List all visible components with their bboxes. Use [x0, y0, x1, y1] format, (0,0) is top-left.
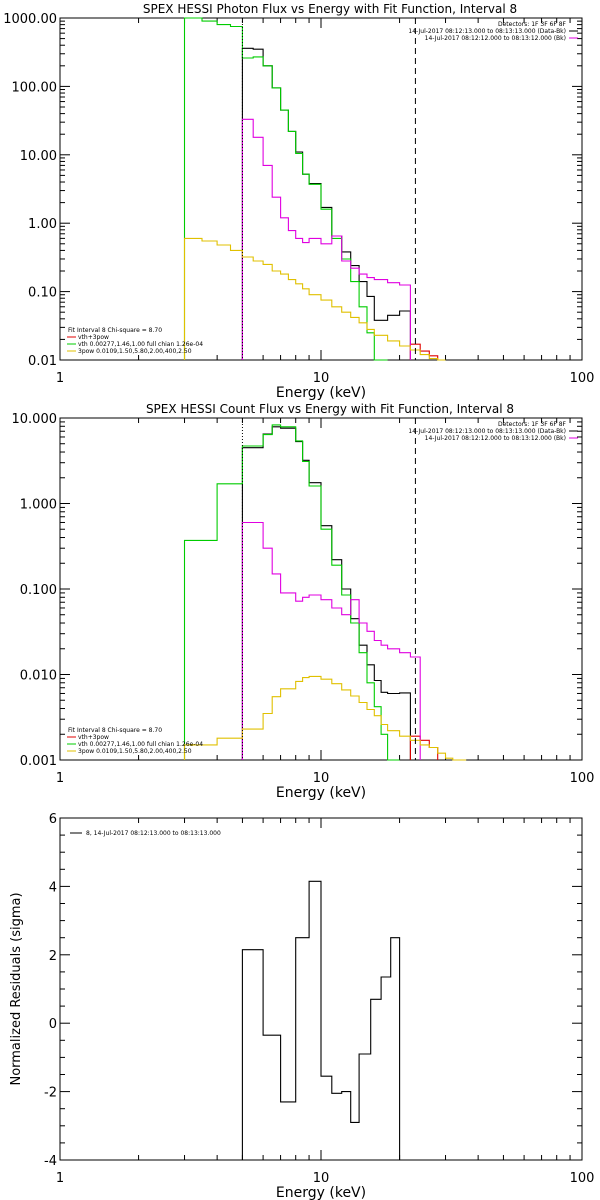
legend-entry: 14-Jul-2017 08:12:12.000 to 08:13:12.000…	[425, 435, 566, 442]
x-tick-label: 10	[313, 771, 330, 786]
y-tick-label: 10.00	[20, 149, 57, 164]
x-tick-label: 1	[56, 371, 64, 386]
legend-entry: vth+3pow	[78, 334, 109, 341]
legend-entry: 14-Jul-2017 08:12:12.000 to 08:13:12.000…	[425, 35, 566, 42]
x-tick-label: 10	[313, 371, 330, 386]
photon-flux-xlabel: Energy (keV)	[276, 385, 366, 401]
legend-entry: 3pow 0.0109,1.50,5.80,2.00,400,2.50	[78, 748, 192, 755]
count-flux-title: SPEX HESSI Count Flux vs Energy with Fit…	[146, 402, 514, 416]
y-tick-label: 0	[49, 1017, 57, 1032]
y-tick-label: 0.10	[28, 286, 57, 301]
series-line	[241, 880, 413, 1161]
residuals-legend: 8, 14-Jul-2017 08:12:13.000 to 08:13:13.…	[70, 830, 221, 837]
y-tick-label: 1000.00	[3, 12, 57, 27]
photon-flux-ticks: 1 10 100 1000.00 100.00 10.00 1.00 0.10 0.01	[3, 12, 594, 386]
x-tick-label: 100	[570, 371, 595, 386]
legend-entry: Fit Interval 8 Chi-square = 8.70	[68, 327, 162, 334]
legend-entry: vth 0.00277,1.46,1.00 full chian 1.26e-0…	[78, 741, 203, 748]
series-line	[183, 17, 388, 361]
legend-entry: 14-Jul-2017 08:12:13.000 to 08:13:13.000…	[408, 428, 566, 435]
legend-entry: 8, 14-Jul-2017 08:12:13.000 to 08:13:13.…	[86, 830, 221, 837]
legend-entry: Detectors: 1F 3F 6F 8F	[498, 21, 567, 28]
y-tick-label: -2	[44, 1086, 57, 1101]
residuals-ticks: 1 10 100 6 4 2 0 -2 -4	[44, 812, 594, 1186]
x-tick-label: 100	[570, 1171, 595, 1186]
y-tick-label: 100.00	[12, 80, 58, 95]
y-tick-label: 0.001	[20, 754, 57, 769]
y-tick-label: 4	[49, 880, 57, 895]
series-line	[183, 424, 400, 761]
y-tick-label: 0.010	[20, 669, 57, 684]
series-line	[183, 237, 446, 361]
x-tick-label: 1	[56, 1171, 64, 1186]
photon-flux-markers	[241, 18, 416, 360]
photon-flux-panel: SPEX HESSI Photon Flux vs Energy with Fi…	[3, 2, 594, 401]
series-line	[241, 47, 411, 360]
y-tick-label: 1.000	[20, 498, 57, 513]
y-tick-label: 2	[49, 949, 57, 964]
legend-entry: vth 0.00277,1.46,1.00 full chian 1.26e-0…	[78, 341, 203, 348]
count-flux-series	[183, 424, 467, 761]
residuals-xlabel: Energy (keV)	[276, 1185, 366, 1200]
series-line	[183, 675, 467, 761]
x-tick-label: 100	[570, 771, 595, 786]
legend-entry: Fit Interval 8 Chi-square = 8.70	[68, 727, 162, 734]
count-flux-legend-bottom: Fit Interval 8 Chi-square = 8.70vth+3pow…	[67, 727, 203, 755]
y-tick-label: 6	[49, 812, 57, 827]
residuals-panel: 1 10 100 6 4 2 0 -2 -4 Energy (keV) Normalized R…	[9, 812, 594, 1200]
y-tick-label: 1.00	[28, 217, 57, 232]
photon-flux-series	[183, 17, 446, 361]
legend-entry: 3pow 0.0109,1.50,5.80,2.00,400,2.50	[78, 348, 192, 355]
count-flux-ticks: 1 10 100 10.000 1.000 0.100 0.010 0.001	[12, 412, 595, 786]
legend-entry: vth+3pow	[78, 734, 109, 741]
count-flux-plot-frame	[59, 417, 583, 761]
count-flux-markers	[241, 418, 416, 760]
count-flux-xlabel: Energy (keV)	[276, 785, 366, 801]
series-line	[241, 426, 411, 760]
photon-flux-title: SPEX HESSI Photon Flux vs Energy with Fi…	[143, 2, 517, 16]
y-tick-label: 0.100	[20, 583, 57, 598]
residuals-ylabel: Normalized Residuals (sigma)	[9, 892, 24, 1085]
y-tick-label: 10.000	[12, 412, 58, 427]
count-flux-panel: SPEX HESSI Count Flux vs Energy with Fit…	[12, 402, 595, 801]
y-tick-label: 0.01	[28, 354, 57, 369]
legend-entry: Detectors: 1F 3F 6F 8F	[498, 421, 567, 428]
x-tick-label: 10	[313, 1171, 330, 1186]
series-line	[241, 521, 421, 760]
legend-entry: 14-Jul-2017 08:12:13.000 to 08:13:13.000…	[408, 28, 566, 35]
y-tick-label: -4	[44, 1154, 57, 1169]
series-line	[241, 118, 411, 360]
photon-flux-legend-bottom: Fit Interval 8 Chi-square = 8.70vth+3pow…	[67, 327, 203, 355]
residuals-series	[241, 880, 413, 1161]
series-line	[409, 343, 439, 360]
x-tick-label: 1	[56, 771, 64, 786]
